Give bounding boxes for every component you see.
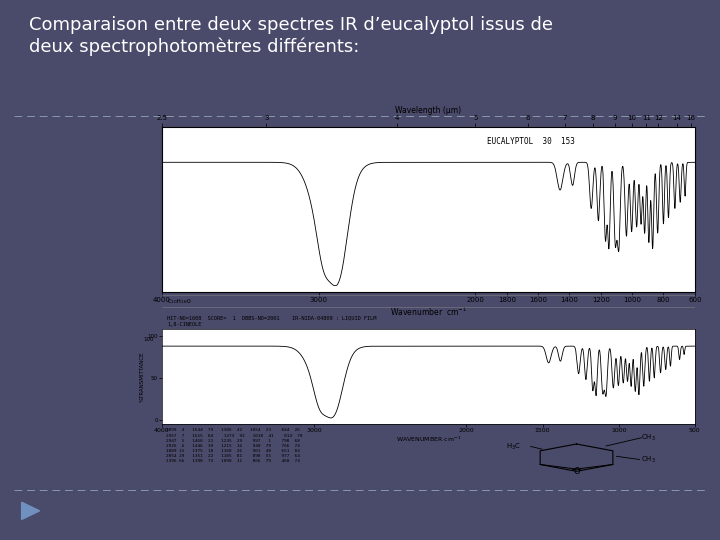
Text: 100: 100 — [143, 337, 154, 342]
X-axis label: WAVENUMBER cm$^{-1}$: WAVENUMBER cm$^{-1}$ — [396, 435, 461, 444]
X-axis label: Wavenumber  cm$^{-1}$: Wavenumber cm$^{-1}$ — [390, 306, 467, 319]
Y-axis label: %TRANSMITTANCE: %TRANSMITTANCE — [140, 352, 145, 402]
Text: C$_{10}$H$_{18}$O: C$_{10}$H$_{18}$O — [167, 296, 192, 306]
Text: EUCALYPTOL  30  153: EUCALYPTOL 30 153 — [487, 137, 575, 146]
X-axis label: Wavelength (μm): Wavelength (μm) — [395, 105, 462, 114]
Text: CH$_3$: CH$_3$ — [642, 433, 657, 443]
Polygon shape — [22, 502, 40, 519]
Text: 1,8-CINEOLE: 1,8-CINEOLE — [167, 322, 202, 327]
Text: H$_3$C: H$_3$C — [506, 441, 521, 451]
Text: HIT-NO=1608  SCORE=  1  DBBS-NO=2001    IR-NIDA-04809 : LIQUID FILM: HIT-NO=1608 SCORE= 1 DBBS-NO=2001 IR-NID… — [167, 315, 377, 320]
Text: Comparaison entre deux spectres IR d’eucalyptol issus de
deux spectrophotomètres: Comparaison entre deux spectres IR d’euc… — [29, 16, 553, 56]
Text: CH$_3$: CH$_3$ — [642, 455, 657, 465]
Text: 3899  4   1644  79   1306  42   1054  23    844  26
2957  7   1615  84    1273  : 3899 4 1644 79 1306 42 1054 23 844 26 29… — [166, 428, 302, 463]
Text: O: O — [573, 468, 580, 476]
